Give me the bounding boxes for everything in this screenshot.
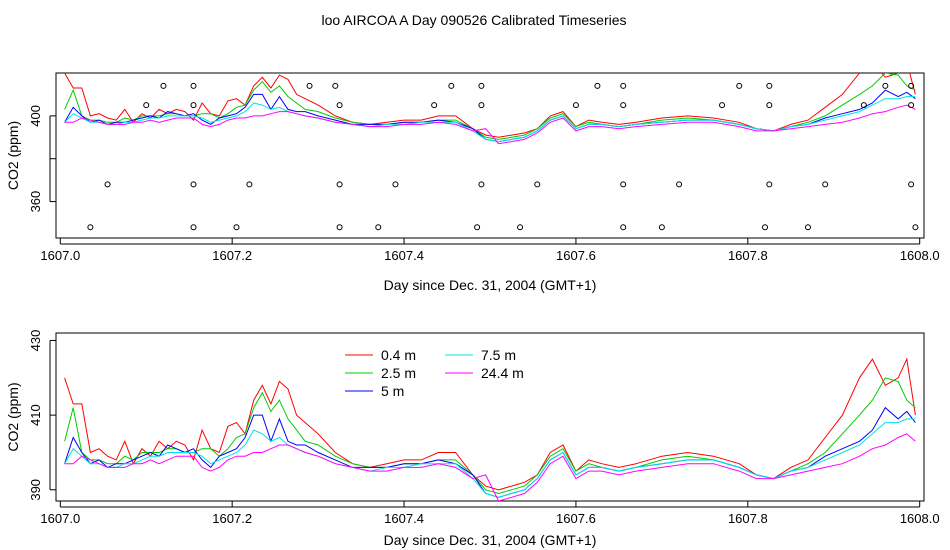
marker-point [517, 224, 524, 231]
marker-point [908, 102, 915, 109]
plot-area [64, 73, 916, 145]
marker-point [572, 102, 579, 109]
marker-point [766, 181, 773, 188]
marker-point [676, 181, 683, 188]
x-tick-label: 1607.6 [556, 511, 596, 526]
marker-point [912, 224, 919, 231]
y-axis-label: CO2 (ppm) [5, 121, 21, 190]
x-tick-label: 1607.8 [728, 248, 768, 263]
marker-point [620, 224, 627, 231]
marker-point [908, 82, 915, 89]
marker-point [478, 82, 485, 89]
marker-point [336, 224, 343, 231]
x-tick-label: 1607.0 [40, 248, 80, 263]
legend-label: 5 m [381, 383, 404, 399]
x-tick-label: 1607.4 [384, 248, 424, 263]
x-tick-label: 1607.8 [728, 511, 768, 526]
series-7-5-m-line [64, 96, 916, 143]
x-tick-label: 1608.0 [900, 511, 940, 526]
plot-area [64, 357, 916, 501]
plot-frame [55, 72, 925, 239]
marker-point [375, 224, 382, 231]
marker-point [336, 181, 343, 188]
marker-point [804, 224, 811, 231]
marker-point [190, 181, 197, 188]
marker-point [908, 181, 915, 188]
marker-point [860, 102, 867, 109]
marker-point [766, 102, 773, 109]
marker-point [332, 82, 339, 89]
legend-label: 2.5 m [381, 365, 416, 381]
marker-point [104, 181, 111, 188]
marker-point [478, 181, 485, 188]
bottom-panel: 1607.0 1607.2 1607.4 1607.6 1607.8 1608.0 Day … [5, 330, 940, 548]
marker-point [882, 82, 889, 89]
series-24-4-m-line [64, 433, 916, 501]
x-axis-label: Day since Dec. 31, 2004 (GMT+1) [384, 532, 597, 548]
marker-point [620, 102, 627, 109]
legend-label: 0.4 m [381, 347, 416, 363]
series-0-4-m-line [64, 73, 916, 138]
x-tick-label: 1607.4 [384, 511, 424, 526]
x-tick-label: 1607.6 [556, 248, 596, 263]
marker-point [594, 82, 601, 89]
marker-point [160, 82, 167, 89]
y-axis-label: CO2 (ppm) [5, 382, 21, 451]
marker-point [246, 181, 253, 188]
x-tick-label: 1607.2 [212, 511, 252, 526]
y-tick-label: 430 [28, 330, 43, 352]
x-tick-label: 1607.2 [212, 248, 252, 263]
marker-point [478, 102, 485, 109]
marker-point [620, 82, 627, 89]
marker-point [822, 181, 829, 188]
marker-point [534, 181, 541, 188]
x-tick-label: 1607.0 [40, 511, 80, 526]
y-tick-label: 410 [28, 404, 43, 426]
y-tick-label: 400 [28, 105, 43, 127]
marker-point [143, 102, 150, 109]
plot-frame [55, 332, 925, 502]
marker-point [87, 224, 94, 231]
marker-point [658, 224, 665, 231]
marker-point [762, 224, 769, 231]
series-2-5-m-line [64, 377, 916, 495]
marker-point [392, 181, 399, 188]
marker-point [190, 224, 197, 231]
marker-point [620, 181, 627, 188]
marker-point [736, 82, 743, 89]
y-tick-label: 360 [28, 191, 43, 213]
top-panel: 1607.0 1607.2 1607.4 1607.6 1607.8 1608.0 Day … [5, 72, 940, 293]
marker-point [431, 102, 438, 109]
marker-point [719, 102, 726, 109]
marker-point [233, 224, 240, 231]
y-tick-label: 390 [28, 479, 43, 501]
series-24-4-m-line [64, 104, 916, 145]
x-tick-label: 1608.0 [900, 248, 940, 263]
marker-point [336, 102, 343, 109]
x-axis-label: Day since Dec. 31, 2004 (GMT+1) [384, 277, 597, 293]
marker-point [766, 82, 773, 89]
legend-label: 7.5 m [481, 347, 516, 363]
figure-title: loo AIRCOA A Day 090526 Calibrated Times… [321, 12, 626, 28]
marker-point [306, 82, 313, 89]
series-7-5-m-line [64, 418, 916, 498]
marker-point [190, 82, 197, 89]
marker-point [190, 102, 197, 109]
marker-point [474, 224, 481, 231]
marker-point [448, 82, 455, 89]
legend-label: 24.4 m [481, 365, 524, 381]
